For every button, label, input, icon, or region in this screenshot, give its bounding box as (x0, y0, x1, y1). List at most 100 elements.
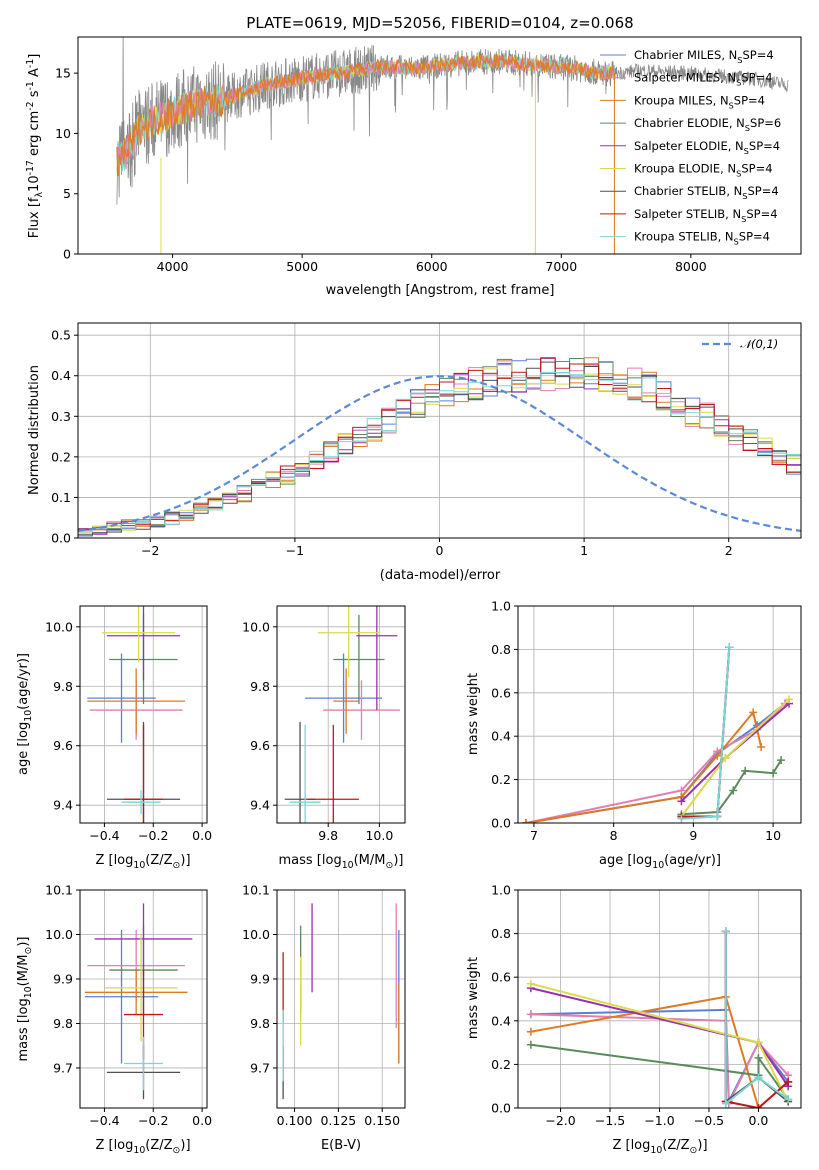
weight-point (721, 1099, 730, 1108)
y-tick-label: 9.4 (250, 798, 270, 813)
legend-label: Kroupa STELIB, NSSP=4 (634, 230, 770, 247)
axes-frame (77, 36, 802, 255)
x-tick-label: −0.5 (694, 1113, 724, 1128)
y-tick-label: 9.8 (53, 679, 73, 694)
y-tick-label: 0 (63, 247, 71, 262)
weight-point (677, 797, 686, 806)
y-tick-label: 10 (55, 126, 71, 141)
y-tick-label: 0.1 (51, 490, 71, 505)
ebv-mass-panel-content (277, 890, 405, 1108)
spectrum-panel: 4000 5000 6000 7000 8000 0 5 10 15 Chabrier MILES… (25, 36, 802, 274)
y-tick-label: 9.9 (250, 971, 270, 986)
y-tick-label: 0.4 (491, 1013, 511, 1028)
axes-frame (276, 605, 406, 824)
label-part: ⊙ (690, 1145, 698, 1156)
age-weight-xlabel: age [log10(age/yr)] (599, 853, 721, 871)
label-part: 10 (133, 860, 145, 871)
weight-point (749, 708, 758, 717)
x-tick-label: 0.100 (277, 1113, 313, 1128)
label-part: Kroupa ELODIE, N (634, 162, 736, 176)
z-weight-panel-content (518, 890, 801, 1108)
label-part: Chabrier MILES, N (634, 48, 737, 62)
x-tick-label: 0.0 (192, 1113, 212, 1128)
weight-point (713, 751, 722, 760)
y-tick-label: 15 (55, 66, 71, 81)
label-part: age [log (599, 853, 652, 868)
x-tick-label: −1 (286, 543, 304, 558)
x-tick-label: 8000 (675, 259, 707, 274)
axes-frame (79, 889, 208, 1109)
label-part: S (745, 123, 750, 133)
x-tick-label: 10 (765, 828, 781, 843)
y-tick-label: 9.8 (250, 679, 270, 694)
label-part: SP=4 (748, 184, 779, 198)
label-part: ⊙ (23, 947, 34, 955)
label-part: -17 (25, 160, 36, 175)
y-tick-label: 0.3 (51, 409, 71, 424)
x-tick-label: 10.0 (365, 828, 393, 843)
hist-xlabel: (data-model)/error (380, 568, 501, 583)
y-tick-label: 9.8 (250, 1016, 270, 1031)
legend-label: Kroupa ELODIE, NSSP=4 (634, 162, 773, 179)
label-part: S (736, 78, 741, 88)
spectrum-title: PLATE=0619, MJD=52056, FIBERID=0104, z=0… (246, 14, 633, 32)
x-tick-label: 7000 (545, 259, 577, 274)
z-mass-panel-content (80, 890, 207, 1108)
label-part: S (729, 100, 734, 110)
label-part: )] (697, 1138, 707, 1153)
label-part: mass [log (16, 998, 31, 1061)
weight-point (784, 1095, 793, 1104)
weight-point (721, 753, 730, 762)
y-tick-label: 0.8 (491, 642, 511, 657)
weight-point (677, 814, 686, 823)
weight-point (754, 1053, 763, 1062)
weight-point (757, 743, 766, 752)
label-part: SP=4 (741, 71, 772, 85)
y-tick-label: 0.2 (491, 1057, 511, 1072)
label-part: (age/yr)] (664, 853, 721, 868)
weight-point (785, 695, 794, 704)
residual-histogram (78, 358, 801, 537)
label-part: (Z/Z (662, 1138, 689, 1153)
label-part: SP=4 (743, 48, 774, 62)
weight-series (525, 710, 763, 823)
ebv-mass-xlabel: E(B-V) (321, 1138, 361, 1153)
label-part: ] (27, 54, 42, 59)
observed-spectrum (116, 37, 615, 205)
label-part: SP=4 (734, 93, 765, 107)
weight-point (769, 769, 778, 778)
y-tick-label: 10.1 (45, 883, 73, 898)
z-mass-xlabel: Z [log10(Z/Z⊙)] (95, 1138, 190, 1156)
x-tick-label: 6000 (416, 259, 448, 274)
label-part: 10 (27, 175, 42, 192)
residual-panel-content (78, 323, 801, 538)
label-part: Salpeter ELODIE, N (634, 139, 744, 153)
label-part: ⊙ (173, 860, 181, 871)
label-part: A (27, 68, 42, 81)
y-tick-label: 10.1 (242, 883, 270, 898)
label-part: mass [log (279, 853, 342, 868)
y-tick-label: 9.7 (250, 1060, 270, 1075)
residual-histogram (78, 371, 801, 532)
z-age-panel: −0.4 −0.2 0.09.49.69.810.0Z [log10(Z/Z⊙)]a… (16, 605, 212, 871)
residual-panel: −2 −1 0 1 2 0.0 0.1 0.2 0.3 0.4 0.5 𝒩(0,1) (51, 322, 802, 558)
mw-age-ylabel: mass weight (466, 673, 481, 755)
residual-histogram (78, 361, 801, 536)
x-tick-label: 0 (436, 543, 444, 558)
y-tick-label: 0.0 (51, 531, 71, 546)
residual-histogram (78, 358, 801, 534)
model-spectrum (116, 54, 615, 177)
y-tick-label: 0.2 (491, 772, 511, 787)
label-part: Chabrier STELIB, N (634, 184, 742, 198)
label-part: Flux [f (27, 197, 42, 238)
label-part: Kroupa STELIB, N (634, 230, 734, 244)
x-tick-label: 5000 (286, 259, 318, 274)
x-tick-label: −2.0 (545, 1113, 575, 1128)
x-tick-label: 0.0 (749, 1113, 769, 1128)
legend-label: Salpeter MILES, NSSP=4 (634, 71, 773, 88)
label-part: age [log (16, 722, 31, 775)
y-tick-label: 0.8 (491, 926, 511, 941)
z-age-panel-content (80, 606, 207, 823)
label-part: SP=4 (741, 162, 772, 176)
label-part: )] (16, 937, 31, 947)
